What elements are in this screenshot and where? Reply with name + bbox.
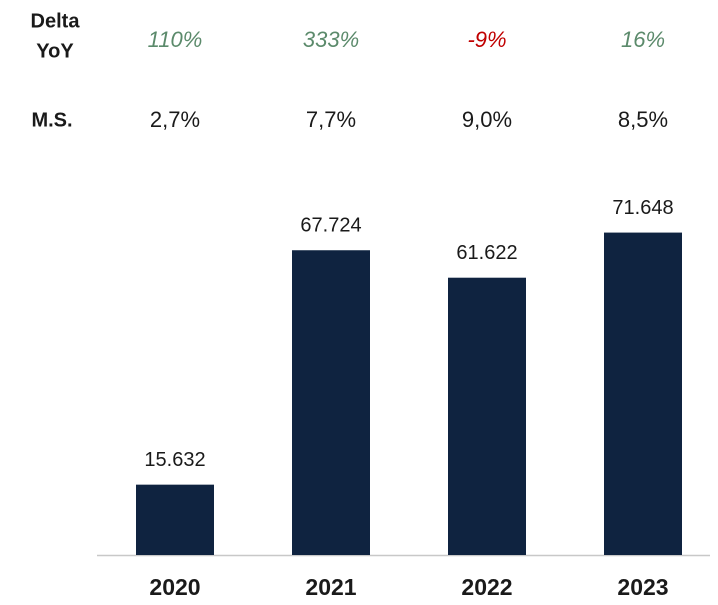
x-tick-label: 2022 — [461, 574, 512, 600]
row-label: M.S. — [31, 109, 72, 131]
bar — [448, 277, 526, 555]
bar — [604, 232, 682, 556]
row-label: YoY — [36, 40, 74, 62]
row-label: Delta — [31, 10, 81, 32]
delta-yoy: 333% — [303, 27, 359, 52]
delta-yoy: 16% — [621, 27, 665, 52]
value-label: 67.724 — [300, 215, 361, 237]
x-tick-label: 2021 — [305, 574, 356, 600]
value-label: 71.648 — [612, 197, 673, 219]
market-share: 8,5% — [618, 107, 668, 132]
x-tick-label: 2020 — [149, 574, 200, 600]
delta-yoy: 110% — [148, 27, 203, 52]
delta-yoy: -9% — [467, 27, 506, 52]
market-share: 9,0% — [462, 107, 512, 132]
market-share: 2,7% — [150, 107, 200, 132]
value-label: 15.632 — [144, 449, 205, 471]
value-label: 61.622 — [456, 242, 517, 264]
x-tick-label: 2023 — [617, 574, 668, 600]
bar — [136, 484, 214, 555]
bar — [292, 250, 370, 555]
market-share: 7,7% — [306, 107, 356, 132]
